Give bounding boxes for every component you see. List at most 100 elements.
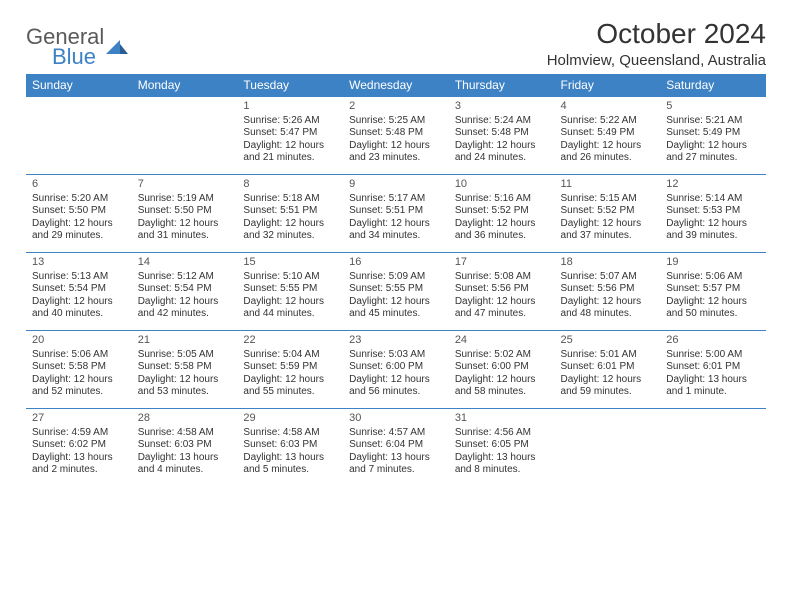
- sunset-line: Sunset: 5:50 PM: [32, 205, 126, 218]
- sunrise-line: Sunrise: 5:07 AM: [561, 271, 655, 284]
- daylight-line: Daylight: 12 hours and 37 minutes.: [561, 218, 655, 243]
- sunset-line: Sunset: 5:54 PM: [32, 283, 126, 296]
- sunrise-line: Sunrise: 5:04 AM: [243, 349, 337, 362]
- sunrise-line: Sunrise: 5:22 AM: [561, 115, 655, 128]
- sunrise-line: Sunrise: 4:56 AM: [455, 427, 549, 440]
- day-header: Wednesday: [343, 74, 449, 97]
- sunset-line: Sunset: 5:48 PM: [455, 127, 549, 140]
- brand-logo: General Blue: [26, 24, 128, 70]
- day-cell: 16Sunrise: 5:09 AMSunset: 5:55 PMDayligh…: [343, 253, 449, 331]
- sunrise-line: Sunrise: 5:12 AM: [138, 271, 232, 284]
- day-number: 24: [455, 334, 549, 348]
- day-cell: 5Sunrise: 5:21 AMSunset: 5:49 PMDaylight…: [660, 97, 766, 175]
- day-cell: 27Sunrise: 4:59 AMSunset: 6:02 PMDayligh…: [26, 409, 132, 487]
- day-cell: 13Sunrise: 5:13 AMSunset: 5:54 PMDayligh…: [26, 253, 132, 331]
- sunrise-line: Sunrise: 5:06 AM: [666, 271, 760, 284]
- daylight-line: Daylight: 12 hours and 40 minutes.: [32, 296, 126, 321]
- sunrise-line: Sunrise: 5:21 AM: [666, 115, 760, 128]
- sunset-line: Sunset: 6:00 PM: [455, 361, 549, 374]
- sunrise-line: Sunrise: 4:58 AM: [243, 427, 337, 440]
- sunset-line: Sunset: 6:01 PM: [666, 361, 760, 374]
- day-cell: [555, 409, 661, 487]
- day-number: 23: [349, 334, 443, 348]
- sunrise-line: Sunrise: 4:57 AM: [349, 427, 443, 440]
- sunset-line: Sunset: 5:56 PM: [561, 283, 655, 296]
- day-number: 3: [455, 100, 549, 114]
- day-cell: 20Sunrise: 5:06 AMSunset: 5:58 PMDayligh…: [26, 331, 132, 409]
- daylight-line: Daylight: 12 hours and 50 minutes.: [666, 296, 760, 321]
- day-cell: 19Sunrise: 5:06 AMSunset: 5:57 PMDayligh…: [660, 253, 766, 331]
- daylight-line: Daylight: 13 hours and 1 minute.: [666, 374, 760, 399]
- day-number: 19: [666, 256, 760, 270]
- daylight-line: Daylight: 12 hours and 36 minutes.: [455, 218, 549, 243]
- day-number: 4: [561, 100, 655, 114]
- day-cell: 25Sunrise: 5:01 AMSunset: 6:01 PMDayligh…: [555, 331, 661, 409]
- day-cell: 21Sunrise: 5:05 AMSunset: 5:58 PMDayligh…: [132, 331, 238, 409]
- sunrise-line: Sunrise: 5:19 AM: [138, 193, 232, 206]
- day-cell: [26, 97, 132, 175]
- calendar-table: Sunday Monday Tuesday Wednesday Thursday…: [26, 74, 766, 487]
- sunset-line: Sunset: 5:53 PM: [666, 205, 760, 218]
- daylight-line: Daylight: 12 hours and 27 minutes.: [666, 140, 760, 165]
- day-number: 18: [561, 256, 655, 270]
- sunset-line: Sunset: 5:49 PM: [561, 127, 655, 140]
- title-block: October 2024 Holmview, Queensland, Austr…: [547, 18, 766, 69]
- week-row: 6Sunrise: 5:20 AMSunset: 5:50 PMDaylight…: [26, 175, 766, 253]
- sunset-line: Sunset: 5:59 PM: [243, 361, 337, 374]
- sunset-line: Sunset: 5:55 PM: [243, 283, 337, 296]
- sunset-line: Sunset: 5:55 PM: [349, 283, 443, 296]
- sunrise-line: Sunrise: 5:02 AM: [455, 349, 549, 362]
- sunset-line: Sunset: 5:58 PM: [138, 361, 232, 374]
- day-header: Tuesday: [237, 74, 343, 97]
- daylight-line: Daylight: 12 hours and 26 minutes.: [561, 140, 655, 165]
- day-header: Thursday: [449, 74, 555, 97]
- day-cell: 15Sunrise: 5:10 AMSunset: 5:55 PMDayligh…: [237, 253, 343, 331]
- daylight-line: Daylight: 13 hours and 2 minutes.: [32, 452, 126, 477]
- calendar-page: General Blue October 2024 Holmview, Quee…: [0, 0, 792, 505]
- day-number: 29: [243, 412, 337, 426]
- day-cell: 30Sunrise: 4:57 AMSunset: 6:04 PMDayligh…: [343, 409, 449, 487]
- daylight-line: Daylight: 12 hours and 24 minutes.: [455, 140, 549, 165]
- day-header: Friday: [555, 74, 661, 97]
- sunset-line: Sunset: 5:52 PM: [561, 205, 655, 218]
- sunset-line: Sunset: 5:51 PM: [349, 205, 443, 218]
- day-cell: 11Sunrise: 5:15 AMSunset: 5:52 PMDayligh…: [555, 175, 661, 253]
- sunset-line: Sunset: 6:03 PM: [138, 439, 232, 452]
- sunrise-line: Sunrise: 5:03 AM: [349, 349, 443, 362]
- daylight-line: Daylight: 12 hours and 44 minutes.: [243, 296, 337, 321]
- sunset-line: Sunset: 5:56 PM: [455, 283, 549, 296]
- sunset-line: Sunset: 5:58 PM: [32, 361, 126, 374]
- sunset-line: Sunset: 5:54 PM: [138, 283, 232, 296]
- sunrise-line: Sunrise: 5:01 AM: [561, 349, 655, 362]
- sunrise-line: Sunrise: 4:58 AM: [138, 427, 232, 440]
- daylight-line: Daylight: 12 hours and 52 minutes.: [32, 374, 126, 399]
- sunset-line: Sunset: 6:01 PM: [561, 361, 655, 374]
- daylight-line: Daylight: 12 hours and 23 minutes.: [349, 140, 443, 165]
- sunset-line: Sunset: 5:48 PM: [349, 127, 443, 140]
- header: General Blue October 2024 Holmview, Quee…: [26, 18, 766, 70]
- day-cell: 4Sunrise: 5:22 AMSunset: 5:49 PMDaylight…: [555, 97, 661, 175]
- week-row: 27Sunrise: 4:59 AMSunset: 6:02 PMDayligh…: [26, 409, 766, 487]
- daylight-line: Daylight: 12 hours and 45 minutes.: [349, 296, 443, 321]
- daylight-line: Daylight: 12 hours and 21 minutes.: [243, 140, 337, 165]
- day-cell: 28Sunrise: 4:58 AMSunset: 6:03 PMDayligh…: [132, 409, 238, 487]
- sunset-line: Sunset: 5:49 PM: [666, 127, 760, 140]
- daylight-line: Daylight: 12 hours and 58 minutes.: [455, 374, 549, 399]
- daylight-line: Daylight: 12 hours and 39 minutes.: [666, 218, 760, 243]
- day-cell: 8Sunrise: 5:18 AMSunset: 5:51 PMDaylight…: [237, 175, 343, 253]
- day-cell: 9Sunrise: 5:17 AMSunset: 5:51 PMDaylight…: [343, 175, 449, 253]
- sunrise-line: Sunrise: 5:16 AM: [455, 193, 549, 206]
- day-number: 10: [455, 178, 549, 192]
- day-number: 12: [666, 178, 760, 192]
- day-cell: 23Sunrise: 5:03 AMSunset: 6:00 PMDayligh…: [343, 331, 449, 409]
- sunset-line: Sunset: 6:04 PM: [349, 439, 443, 452]
- day-header: Monday: [132, 74, 238, 97]
- day-header: Saturday: [660, 74, 766, 97]
- day-number: 13: [32, 256, 126, 270]
- sunrise-line: Sunrise: 5:18 AM: [243, 193, 337, 206]
- day-number: 15: [243, 256, 337, 270]
- day-number: 25: [561, 334, 655, 348]
- day-number: 9: [349, 178, 443, 192]
- day-number: 28: [138, 412, 232, 426]
- day-cell: 7Sunrise: 5:19 AMSunset: 5:50 PMDaylight…: [132, 175, 238, 253]
